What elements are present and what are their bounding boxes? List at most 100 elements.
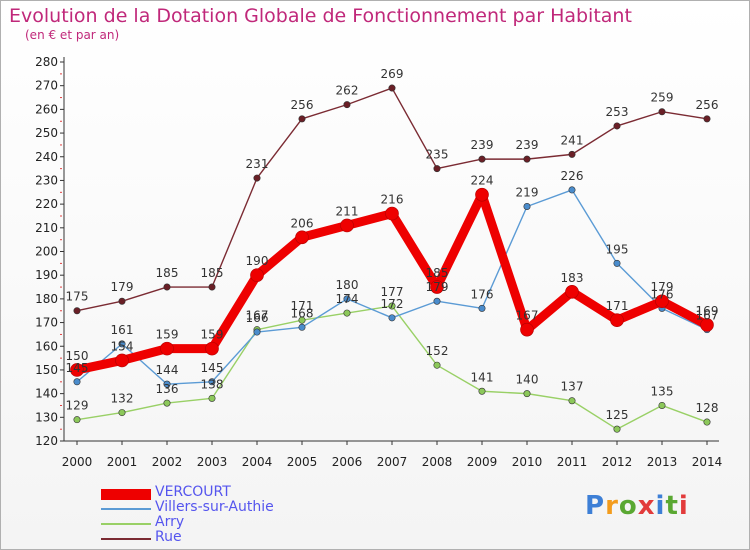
data-point-3 xyxy=(658,108,666,116)
data-point-0 xyxy=(295,230,309,245)
y-tick-label: 170 xyxy=(35,316,58,330)
y-tick-label: 240 xyxy=(35,150,58,164)
data-label-1: 161 xyxy=(111,323,134,337)
data-label-0: 211 xyxy=(336,204,359,218)
data-label-3: 269 xyxy=(381,67,404,81)
data-label-0: 171 xyxy=(606,299,629,313)
data-label-1: 166 xyxy=(246,311,269,325)
data-label-2: 138 xyxy=(201,377,224,391)
data-label-1: 176 xyxy=(471,287,494,301)
data-label-2: 135 xyxy=(651,384,674,398)
data-label-2: 140 xyxy=(516,373,539,387)
data-point-2 xyxy=(298,316,306,324)
data-label-3: 256 xyxy=(291,98,314,112)
data-label-0: 159 xyxy=(156,328,179,342)
data-label-0: 167 xyxy=(516,309,539,323)
x-tick-label: 2011 xyxy=(557,455,588,469)
data-label-2: 125 xyxy=(606,408,629,422)
data-point-3 xyxy=(208,283,216,291)
y-tick-label: 220 xyxy=(35,197,58,211)
data-point-0 xyxy=(385,206,399,221)
data-label-1: 180 xyxy=(336,278,359,292)
x-tick-label: 2005 xyxy=(287,455,318,469)
data-label-2: 177 xyxy=(381,285,404,299)
data-point-1 xyxy=(73,378,81,386)
data-label-1: 226 xyxy=(561,169,584,183)
data-label-2: 152 xyxy=(426,344,449,358)
data-label-3: 239 xyxy=(471,138,494,152)
data-label-0: 154 xyxy=(111,339,134,353)
data-point-2 xyxy=(433,361,441,369)
data-label-2: 128 xyxy=(696,401,719,415)
data-point-1 xyxy=(208,378,216,386)
data-label-1: 167 xyxy=(696,309,719,323)
data-label-0: 150 xyxy=(66,349,89,363)
data-label-0: 224 xyxy=(471,174,494,188)
data-label-1: 144 xyxy=(156,363,179,377)
data-label-3: 179 xyxy=(111,280,134,294)
data-label-3: 253 xyxy=(606,105,629,119)
chart-title: Evolution de la Dotation Globale de Fonc… xyxy=(9,5,632,27)
data-point-2 xyxy=(568,397,576,405)
logo-letter: i xyxy=(678,491,689,521)
x-tick-label: 2010 xyxy=(512,455,543,469)
data-label-3: 231 xyxy=(246,157,269,171)
data-point-1 xyxy=(298,323,306,331)
proxiti-logo: Proxiti xyxy=(585,491,689,521)
data-label-3: 262 xyxy=(336,84,359,98)
legend-swatch xyxy=(101,523,151,525)
legend-label: VERCOURT xyxy=(155,484,231,500)
data-point-2 xyxy=(343,309,351,317)
data-label-0: 183 xyxy=(561,271,584,285)
legend-swatch xyxy=(101,538,151,540)
x-tick-label: 2009 xyxy=(467,455,498,469)
data-label-0: 185 xyxy=(426,266,449,280)
legend-item: VERCOURT xyxy=(101,484,361,501)
data-point-2 xyxy=(163,399,171,407)
data-point-3 xyxy=(388,84,396,92)
legend-swatch xyxy=(101,488,151,500)
data-point-3 xyxy=(478,155,486,163)
legend-item: Rue xyxy=(101,529,361,546)
data-point-2 xyxy=(703,418,711,426)
data-point-0 xyxy=(610,313,624,327)
data-point-0 xyxy=(700,318,714,332)
data-point-3 xyxy=(118,297,126,305)
logo-letter: P xyxy=(585,491,606,521)
data-point-2 xyxy=(523,390,531,398)
data-point-1 xyxy=(568,186,576,194)
y-tick-label: 190 xyxy=(35,268,58,282)
data-label-1: 145 xyxy=(66,361,89,375)
x-tick-label: 2004 xyxy=(242,455,273,469)
data-point-2 xyxy=(388,302,396,310)
legend-item: Villers-sur-Authie xyxy=(101,499,361,516)
data-label-0: 216 xyxy=(381,193,404,207)
data-label-3: 185 xyxy=(156,266,179,280)
x-tick-label: 2002 xyxy=(152,455,183,469)
logo-letter: r xyxy=(605,491,619,521)
data-label-2: 167 xyxy=(246,309,269,323)
data-point-3 xyxy=(433,165,441,173)
data-label-1: 145 xyxy=(201,361,224,375)
y-tick-label: 130 xyxy=(35,410,58,424)
data-label-3: 256 xyxy=(696,98,719,112)
data-label-1: 219 xyxy=(516,185,539,199)
data-label-3: 241 xyxy=(561,133,584,147)
data-label-2: 137 xyxy=(561,380,584,394)
data-point-1 xyxy=(118,340,126,348)
y-tick-label: 180 xyxy=(35,292,58,306)
data-label-0: 206 xyxy=(291,216,314,230)
x-tick-label: 2008 xyxy=(422,455,453,469)
data-point-1 xyxy=(433,297,441,305)
data-point-0 xyxy=(340,218,354,233)
data-point-3 xyxy=(523,155,531,163)
x-tick-label: 2001 xyxy=(107,455,138,469)
data-label-3: 259 xyxy=(651,91,674,105)
data-label-3: 235 xyxy=(426,148,449,162)
data-label-3: 185 xyxy=(201,266,224,280)
data-point-1 xyxy=(523,202,531,210)
legend-label: Rue xyxy=(155,529,182,545)
data-point-0 xyxy=(160,341,174,356)
